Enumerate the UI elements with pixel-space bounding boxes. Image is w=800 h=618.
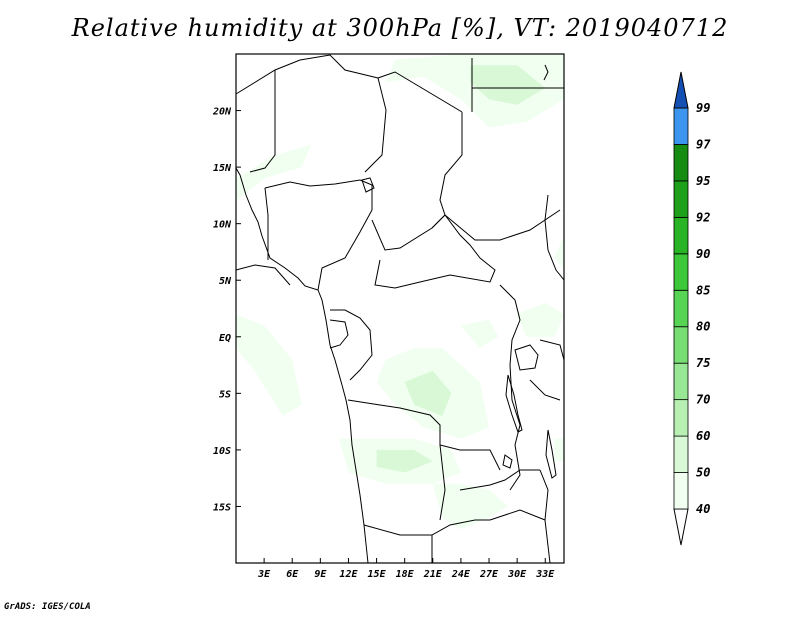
- colorbar-extend-max: [673, 71, 689, 109]
- colorbar-band-97: [673, 107, 689, 145]
- border-gabon: [329, 319, 349, 349]
- nile-river: [543, 64, 549, 81]
- border-car-drc: [374, 214, 496, 289]
- lake-mweru: [502, 454, 513, 469]
- colorbar-label-60: 60: [696, 429, 710, 443]
- lon-tick-label-33E: 33E: [535, 569, 555, 580]
- border-benin: [264, 187, 269, 260]
- lon-tick-label-24E: 24E: [451, 569, 471, 580]
- border-libya-chad: [377, 71, 463, 113]
- colorbar-label-90: 90: [696, 247, 710, 261]
- colorbar-label-40: 40: [696, 502, 710, 516]
- humidity-region-12: [554, 235, 564, 269]
- chart-title: Relative humidity at 300hPa [%], VT: 201…: [71, 14, 729, 42]
- humidity-region-10: [432, 483, 508, 530]
- colorbar-label-80: 80: [696, 320, 710, 334]
- border-ethiopia: [544, 194, 565, 281]
- colorbar-band-85: [673, 253, 689, 291]
- lat-tick-label-10S: 10S: [213, 446, 231, 457]
- lake-tanganyika: [505, 374, 523, 433]
- lat-tick-label-5N: 5N: [219, 276, 232, 287]
- border-drc-angola: [347, 399, 501, 471]
- colorbar-extend-min: [673, 508, 689, 546]
- border-angola-zambia: [439, 444, 446, 521]
- map-axes: 3E 6E 9E 12E 15E 18E 21E 24E 27E 30E 33E 20N 15N 10N 5…: [212, 107, 555, 580]
- lon-tick-label-15E: 15E: [368, 569, 387, 580]
- lon-tick-label-18E: 18E: [396, 569, 415, 580]
- colorbar-label-99: 99: [696, 101, 710, 115]
- border-nigeria-cameroon: [317, 185, 373, 291]
- coastline-guinea-gulf: [235, 264, 291, 286]
- lon-tick-label-3E: 3E: [257, 569, 271, 580]
- lake-victoria: [514, 344, 539, 371]
- lon-tick-label-6E: 6E: [286, 569, 299, 580]
- colorbar-band-92: [673, 180, 689, 218]
- colorbar-label-70: 70: [696, 393, 710, 407]
- lat-tick-label-15N: 15N: [213, 163, 232, 174]
- border-chad-sudan: [431, 112, 463, 229]
- colorbar-band-75: [673, 326, 689, 364]
- colorbar-band-50: [673, 435, 689, 473]
- colorbar-band-70: [673, 362, 689, 401]
- humidity-region-3: [236, 314, 302, 416]
- map-frame: [235, 53, 565, 564]
- colorbar-band-40: [673, 472, 689, 510]
- border-mozambique: [539, 469, 551, 564]
- lat-tick-label-15S: 15S: [213, 502, 231, 513]
- coastline-west: [235, 167, 369, 564]
- humidity-region-11: [554, 438, 564, 462]
- border-drc-east: [499, 284, 521, 491]
- border-libya-niger: [364, 77, 387, 173]
- lon-tick-label-9E: 9E: [314, 569, 327, 580]
- lon-tick-label-21E: 21E: [423, 569, 443, 580]
- border-congo: [330, 309, 373, 381]
- border-mali-niger: [249, 70, 276, 173]
- border-chad-car: [371, 214, 446, 251]
- colorbar-band-90: [673, 216, 689, 255]
- lat-tick-label-5S: 5S: [219, 389, 231, 400]
- lat-tick-label-20N: 20N: [212, 107, 232, 118]
- humidity-region-1: [470, 65, 546, 105]
- border-kenya: [539, 339, 565, 361]
- colorbar-label-92: 92: [696, 210, 710, 224]
- humidity-field: [236, 54, 564, 530]
- humidity-region-6: [460, 319, 499, 349]
- colorbar-label-75: 75: [696, 356, 710, 370]
- humidity-region-2: [236, 144, 311, 201]
- lake-chad: [361, 177, 375, 193]
- border-sudan-southsudan: [444, 209, 561, 241]
- colorbar-band-60: [673, 399, 689, 437]
- lon-tick-label-30E: 30E: [507, 569, 527, 580]
- humidity-region-9: [376, 449, 433, 473]
- border-zimbabwe: [489, 509, 546, 521]
- border-zambia: [459, 469, 540, 491]
- border-algeria-niger: [235, 54, 379, 95]
- lat-tick-label-10N: 10N: [213, 220, 232, 231]
- colorbar-label-97: 97: [696, 137, 711, 151]
- humidity-region-7: [517, 302, 564, 337]
- lat-tick-label-EQ: EQ: [219, 333, 231, 344]
- border-tanzania: [529, 379, 561, 401]
- colorbar-label-85: 85: [696, 283, 710, 297]
- colorbar-label-50: 50: [696, 466, 710, 480]
- footer-credit: GrADS: IGES/COLA: [4, 602, 91, 612]
- border-angola-namibia: [363, 519, 490, 536]
- border-nigeria-niger: [264, 179, 373, 189]
- lake-malawi: [545, 429, 557, 479]
- humidity-region-5: [404, 370, 452, 416]
- colorbar-band-80: [673, 289, 689, 328]
- lon-tick-label-27E: 27E: [479, 569, 499, 580]
- lon-tick-label-12E: 12E: [339, 569, 358, 580]
- colorbar-label-95: 95: [696, 174, 710, 188]
- colorbar-band-95: [673, 144, 689, 182]
- country-borders: [235, 54, 565, 564]
- colorbar: 40 50 60 70 75 80 85 90 92 95 97 99: [673, 71, 711, 546]
